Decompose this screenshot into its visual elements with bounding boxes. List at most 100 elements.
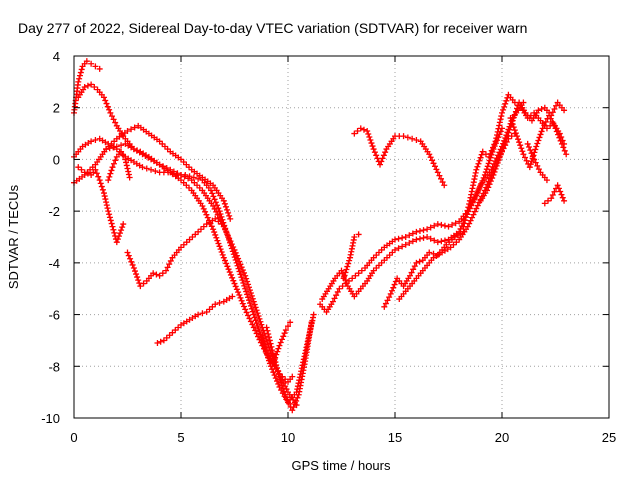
- data-point-interp: [234, 262, 241, 269]
- data-point-interp: [239, 300, 246, 307]
- data-point-interp: [230, 277, 237, 284]
- data-point-interp: [238, 274, 245, 281]
- chart-title: Day 277 of 2022, Sidereal Day-to-day VTE…: [18, 20, 527, 36]
- series-arc6: [103, 122, 234, 222]
- y-tick-label: 0: [53, 152, 60, 167]
- plot-frame: [73, 55, 610, 419]
- data-point-interp: [281, 330, 288, 337]
- data-point-interp: [281, 391, 288, 398]
- y-tick-label: -2: [48, 204, 60, 219]
- data-point-interp: [427, 235, 434, 242]
- data-point-interp: [334, 288, 341, 295]
- data-point-interp: [212, 199, 219, 206]
- data-point-interp: [495, 125, 502, 132]
- data-point-interp: [153, 271, 160, 278]
- data-point: [137, 283, 144, 290]
- data-point-interp: [211, 196, 218, 203]
- data-point-interp: [342, 269, 349, 276]
- data-point-interp: [512, 130, 519, 137]
- data-point-interp: [474, 163, 481, 170]
- data-point: [109, 223, 116, 230]
- series-arc3: [75, 164, 127, 246]
- data-point-interp: [128, 258, 135, 265]
- data-point-interp: [166, 261, 173, 268]
- data-point-interp: [510, 124, 517, 131]
- data-point: [210, 226, 217, 233]
- data-point-interp: [264, 327, 271, 334]
- data-point-interp: [226, 239, 233, 246]
- data-point-interp: [549, 118, 556, 125]
- data-point-interp: [103, 100, 110, 107]
- data-point-interp: [559, 194, 566, 201]
- data-point-interp: [219, 251, 226, 258]
- data-point-interp: [431, 222, 438, 229]
- data-point: [340, 275, 347, 282]
- data-point: [88, 138, 95, 145]
- data-point-interp: [491, 141, 498, 148]
- data-point: [402, 241, 409, 248]
- data-point-interp: [369, 143, 376, 150]
- data-point-interp: [218, 213, 225, 220]
- data-point-interp: [244, 278, 251, 285]
- data-point: [406, 272, 413, 279]
- data-point-interp: [399, 243, 406, 250]
- data-point-interp: [249, 308, 256, 315]
- data-point-interp: [102, 97, 109, 104]
- data-point-interp: [527, 147, 534, 154]
- data-point: [276, 373, 283, 380]
- data-point: [259, 332, 266, 339]
- data-point-interp: [157, 338, 164, 345]
- data-point-interp: [511, 127, 518, 134]
- series-arc7: [105, 148, 133, 184]
- data-point-interp: [293, 397, 300, 404]
- data-point-interp: [235, 289, 242, 296]
- data-point-interp: [102, 196, 109, 203]
- data-point: [139, 164, 146, 171]
- data-point-interp: [537, 131, 544, 138]
- data-point: [543, 177, 550, 184]
- data-point-interp: [494, 132, 501, 139]
- data-point: [535, 107, 542, 114]
- data-point-interp: [169, 170, 176, 177]
- data-point: [242, 306, 249, 313]
- x-tick-label: 10: [281, 430, 295, 445]
- data-point-interp: [378, 158, 385, 165]
- data-point-interp: [525, 144, 532, 151]
- y-tick-label: -4: [48, 256, 60, 271]
- data-point-interp: [227, 242, 234, 249]
- data-point-interp: [390, 284, 397, 291]
- data-point-interp: [202, 208, 209, 215]
- data-point-interp: [284, 397, 291, 404]
- data-point-interp: [159, 270, 166, 277]
- data-point-interp: [123, 159, 130, 166]
- data-point: [490, 171, 497, 178]
- data-point-interp: [354, 127, 361, 134]
- data-point-interp: [252, 327, 259, 334]
- data-point: [479, 148, 486, 155]
- data-point-interp: [285, 323, 291, 330]
- data-point-interp: [522, 154, 529, 161]
- data-point-interp: [254, 323, 261, 330]
- data-point: [349, 275, 356, 282]
- series-arc21: [524, 140, 550, 184]
- data-point-interp: [469, 214, 476, 221]
- data-point-interp: [438, 175, 445, 182]
- data-point-interp: [245, 281, 252, 288]
- data-point-interp: [536, 134, 543, 141]
- data-point: [409, 135, 416, 142]
- data-point: [81, 84, 88, 91]
- data-point-interp: [270, 353, 277, 360]
- data-point-interp: [239, 267, 246, 274]
- data-point: [242, 285, 249, 292]
- data-point-interp: [271, 356, 278, 363]
- data-point-interp: [108, 113, 115, 120]
- data-point-interp: [470, 211, 477, 218]
- data-point: [377, 161, 384, 168]
- data-point: [109, 164, 116, 171]
- y-tick-label: -10: [41, 411, 60, 426]
- data-point-interp: [538, 106, 545, 113]
- data-point-interp: [474, 202, 481, 209]
- data-point-interp: [399, 234, 406, 241]
- data-point-interp: [472, 193, 479, 200]
- data-point-interp: [215, 205, 222, 212]
